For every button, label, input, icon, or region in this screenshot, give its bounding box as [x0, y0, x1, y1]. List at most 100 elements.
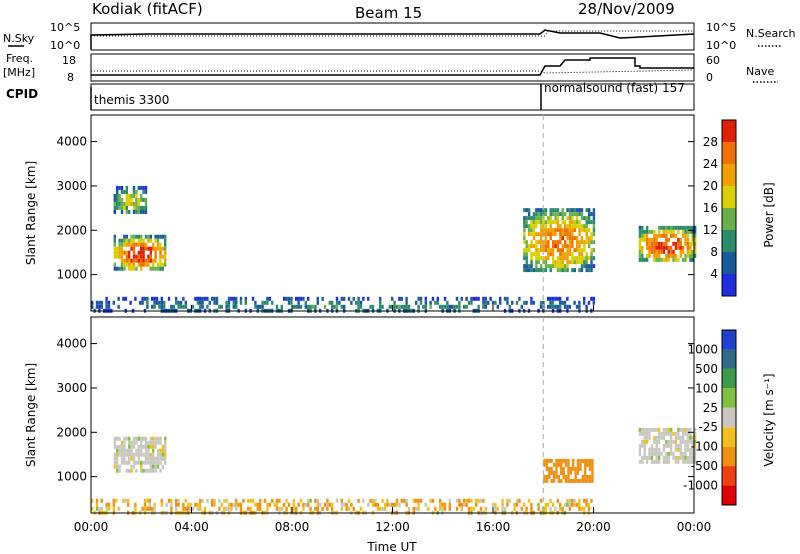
data-cell: [693, 455, 697, 460]
data-cell: [273, 502, 276, 507]
data-cell: [665, 455, 668, 460]
data-cell: [638, 427, 642, 432]
data-cell: [503, 506, 507, 511]
data-cell: [571, 212, 574, 217]
data-cell: [132, 185, 136, 190]
data-cell: [118, 266, 121, 271]
data-cell: [681, 459, 685, 464]
data-cell: [470, 300, 473, 305]
data-cell: [583, 296, 586, 301]
data-cell: [665, 241, 668, 246]
data-cell: [151, 506, 154, 511]
data-cell: [567, 462, 570, 467]
data-cell: [275, 304, 279, 309]
data-cell: [144, 440, 148, 445]
data-cell: [117, 296, 120, 301]
nave-trace: [91, 69, 695, 74]
nsky-tick-bottom: 10^0: [50, 39, 80, 52]
data-cell: [542, 300, 545, 305]
data-cell: [113, 456, 117, 461]
data-cell: [564, 474, 568, 479]
data-cell: [506, 300, 509, 305]
data-cell: [547, 244, 550, 249]
data-cell: [525, 244, 528, 249]
data-cell: [549, 304, 552, 309]
data-cell: [686, 443, 690, 448]
data-cell: [551, 502, 555, 507]
data-cell: [539, 208, 543, 213]
data-cell: [672, 455, 675, 460]
data-cell: [170, 506, 173, 511]
data-cell: [152, 452, 155, 457]
data-cell: [548, 470, 551, 475]
data-cell: [142, 254, 145, 259]
data-cell: [585, 268, 588, 273]
data-cell: [177, 304, 180, 309]
data-cell: [566, 264, 569, 269]
data-cell: [177, 498, 180, 503]
data-cell: [123, 201, 126, 206]
data-cell: [689, 229, 692, 234]
data-cell: [311, 304, 315, 309]
data-cell: [665, 451, 668, 456]
data-cell: [113, 440, 117, 445]
data-cell: [128, 209, 131, 214]
velocity-ylabel: Slant Range [km]: [24, 363, 38, 467]
data-cell: [120, 242, 124, 247]
data-cell: [655, 241, 658, 246]
data-cell: [292, 506, 295, 511]
data-cell: [584, 466, 587, 471]
data-cell: [362, 498, 365, 503]
data-cell: [561, 208, 564, 213]
data-cell: [662, 229, 666, 234]
data-cell: [547, 216, 550, 221]
data-cell: [579, 466, 582, 471]
data-cell: [559, 296, 562, 301]
data-cell: [532, 232, 536, 237]
data-cell: [689, 257, 692, 262]
data-cell: [379, 300, 382, 305]
data-cell: [542, 256, 545, 261]
data-cell: [573, 208, 576, 213]
data-cell: [551, 248, 555, 253]
data-cell: [554, 244, 557, 249]
data-cell: [144, 262, 148, 267]
data-cell: [578, 224, 581, 229]
data-cell: [225, 506, 228, 511]
data-cell: [134, 502, 137, 507]
data-cell: [585, 232, 588, 237]
data-cell: [120, 238, 124, 243]
data-cell: [552, 470, 556, 475]
data-cell: [555, 470, 558, 475]
data-cell: [120, 258, 124, 263]
data-cell: [549, 212, 552, 217]
data-cell: [518, 296, 521, 301]
data-cell: [561, 212, 564, 217]
data-cell: [144, 456, 148, 461]
data-cell: [98, 304, 101, 309]
data-cell: [537, 268, 540, 273]
data-cell: [472, 506, 475, 511]
data-cell: [467, 300, 471, 305]
data-cell: [575, 216, 579, 221]
data-cell: [154, 456, 157, 461]
data-cell: [566, 256, 569, 261]
data-cell: [484, 506, 487, 511]
x-tick-label: 00:00: [74, 520, 109, 534]
data-cell: [592, 212, 596, 217]
data-cell: [140, 436, 143, 441]
data-cell: [161, 246, 165, 251]
data-cell: [645, 455, 649, 460]
data-cell: [175, 300, 178, 305]
data-cell: [691, 443, 694, 448]
data-cell: [530, 296, 533, 301]
data-cell: [655, 237, 658, 242]
data-cell: [681, 245, 685, 250]
data-cell: [648, 431, 651, 436]
data-cell: [557, 462, 561, 467]
data-cell: [686, 225, 690, 230]
data-cell: [693, 229, 697, 234]
data-cell: [230, 502, 233, 507]
data-cell: [579, 462, 582, 467]
data-cell: [135, 242, 138, 247]
